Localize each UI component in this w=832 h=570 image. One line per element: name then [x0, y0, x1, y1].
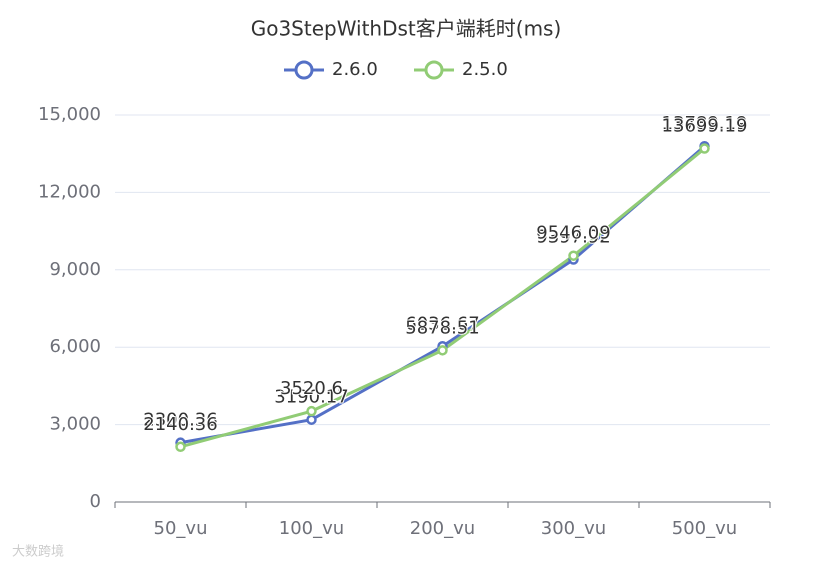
data-label: 9397.92 [536, 227, 610, 248]
data-label: 2140.36 [143, 414, 217, 435]
y-tick-label: 9,000 [49, 259, 101, 280]
data-label: 13789.19 [662, 113, 748, 134]
y-tick-label: 6,000 [49, 336, 101, 357]
x-tick-label: 100_vu [279, 518, 344, 539]
y-tick-label: 3,000 [49, 414, 101, 435]
x-tick-label: 500_vu [672, 518, 737, 539]
data-point [699, 143, 710, 154]
legend-label: 2.6.0 [332, 59, 378, 80]
legend-marker [424, 60, 444, 80]
data-label: 3190.17 [274, 387, 348, 408]
chart-title: Go3StepWithDst客户端耗时(ms) [251, 17, 562, 41]
data-point [306, 414, 317, 425]
x-tick-label: 200_vu [410, 518, 475, 539]
data-label: 5878.51 [405, 317, 479, 338]
y-tick-label: 0 [90, 491, 101, 512]
y-tick-label: 15,000 [38, 104, 101, 125]
data-point [175, 441, 186, 453]
legend-label: 2.5.0 [462, 59, 508, 80]
data-point [306, 405, 317, 417]
data-point [568, 250, 579, 261]
y-tick-label: 12,000 [38, 181, 101, 202]
data-label: 3520.6 [280, 378, 343, 399]
data-label: 6036.67 [405, 313, 479, 334]
x-tick-label: 300_vu [541, 518, 606, 539]
data-label: 2300.36 [143, 410, 217, 431]
data-point [437, 345, 448, 356]
data-label: 9546.09 [536, 223, 610, 244]
watermark: 大数跨境 [12, 545, 64, 560]
legend-marker [294, 60, 314, 80]
data-label: 13699.19 [662, 116, 748, 137]
x-tick-label: 50_vu [154, 518, 208, 539]
